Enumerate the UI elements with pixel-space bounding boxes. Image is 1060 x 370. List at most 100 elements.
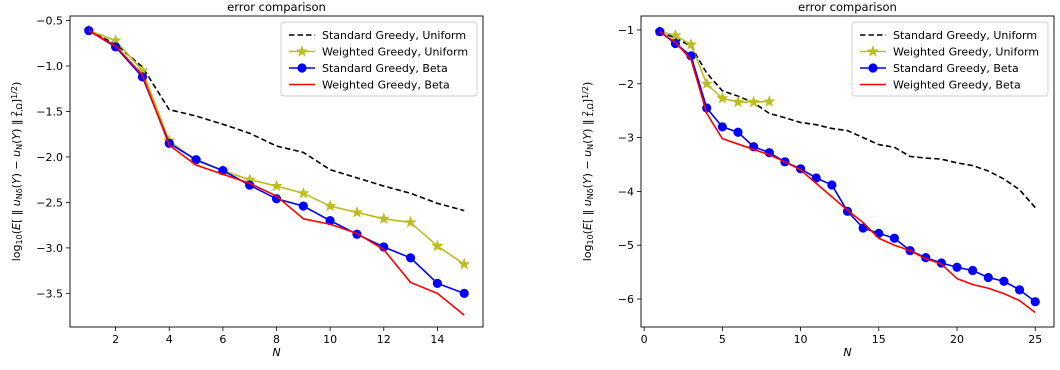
- x-axis-label: N: [272, 346, 280, 359]
- legend-item: Standard Greedy, Beta: [289, 62, 448, 75]
- data-point: [191, 155, 201, 165]
- y-label-part: 1/2: [10, 86, 19, 99]
- y-label-part: (: [10, 230, 23, 234]
- y-label-part: ): [581, 82, 594, 86]
- data-point: [1014, 285, 1025, 295]
- data-point: [731, 95, 745, 108]
- legend-item: Standard Greedy, Uniform: [289, 29, 466, 42]
- y-label-part: 1,Ω: [586, 103, 595, 117]
- y-tick-label: −3.0: [36, 242, 63, 255]
- legend-label: Standard Greedy, Uniform: [893, 29, 1037, 42]
- y-label-part: (: [581, 230, 594, 234]
- y-tick-label: −1.0: [36, 60, 63, 73]
- legend-marker: [866, 45, 880, 57]
- legend-item: Weighted Greedy, Beta: [860, 79, 1021, 92]
- x-tick-label: 2: [112, 333, 119, 346]
- data-point: [458, 257, 471, 270]
- y-label-part: (: [581, 184, 594, 188]
- data-point: [952, 262, 962, 272]
- y-label-part: E: [10, 223, 23, 230]
- y-label-part: 2: [581, 111, 590, 116]
- data-point: [377, 212, 390, 225]
- x-tick-label: 14: [430, 333, 444, 346]
- data-point: [432, 278, 443, 288]
- series-line: [659, 30, 1036, 209]
- x-tick-label: 10: [323, 333, 337, 346]
- y-label-part: u: [581, 199, 594, 206]
- y-tick-label: −0.5: [36, 15, 63, 28]
- y-tick-label: −4: [618, 185, 634, 198]
- y-label-part: u: [10, 199, 23, 206]
- legend-marker: [868, 63, 878, 73]
- legend-marker: [297, 63, 307, 73]
- chart-title: error comparison: [798, 0, 897, 14]
- series-group: [653, 25, 1040, 314]
- legend-box: [280, 21, 478, 97]
- y-axis-label: log10(E[ ‖ uNδ(Y) − uN(Y) ‖ 21,Ω]1/2): [581, 82, 595, 262]
- y-label-part: Y: [581, 176, 594, 184]
- y-label-part: 10: [586, 234, 595, 244]
- axes-frame: [640, 15, 1055, 328]
- y-label-part: ) −: [581, 157, 594, 178]
- legend-box: [851, 21, 1049, 97]
- data-point: [733, 127, 743, 137]
- data-point: [858, 223, 868, 233]
- data-point: [968, 265, 978, 276]
- y-label-part: log: [581, 244, 594, 261]
- data-point: [717, 122, 727, 132]
- x-tick-label: 25: [1028, 333, 1042, 346]
- data-point: [889, 233, 900, 243]
- legend-label: Weighted Greedy, Beta: [322, 79, 450, 92]
- x-tick-label: 6: [219, 333, 226, 346]
- series-4: [88, 29, 465, 316]
- series-group: [82, 24, 471, 316]
- y-label-part: Nδ: [15, 188, 24, 199]
- y-label-part: [ ‖: [581, 206, 594, 223]
- y-label-part: 1/2: [581, 86, 590, 99]
- legend-label: Standard Greedy, Uniform: [322, 29, 466, 42]
- y-label-part: (: [581, 140, 594, 144]
- data-point: [827, 180, 837, 190]
- y-label-part: 1,Ω: [15, 103, 24, 117]
- series-1: [659, 30, 1036, 209]
- data-point: [999, 276, 1009, 286]
- y-label-part: (: [10, 140, 23, 144]
- data-point: [983, 272, 993, 283]
- legend-label: Weighted Greedy, Uniform: [322, 46, 468, 59]
- y-label-part: [ ‖: [10, 206, 23, 223]
- data-point: [700, 77, 713, 90]
- legend-item: Standard Greedy, Uniform: [860, 29, 1037, 42]
- legend: Standard Greedy, Uniform Weighted Greedy,…: [851, 21, 1049, 97]
- chart-panel-1: error comparison 2 4 6 8 10 12 14 −3.5 −3.0 −2.5 −2…: [10, 0, 484, 359]
- y-tick-label: −2: [618, 78, 634, 91]
- y-label-part: ): [10, 82, 23, 86]
- y-label-part: Y: [10, 132, 23, 140]
- series-line: [88, 29, 465, 316]
- chart-title: error comparison: [227, 0, 326, 14]
- x-tick-label: 8: [273, 333, 280, 346]
- y-label-part: ]: [10, 99, 23, 103]
- x-tick-label: 15: [872, 333, 886, 346]
- series-line: [659, 30, 1036, 314]
- y-tick-label: −1.5: [36, 105, 63, 118]
- y-label-part: (: [10, 184, 23, 188]
- y-axis-label: log10(E[ ‖ uNδ(Y) − uN(Y) ‖ 21,Ω]1/2): [10, 82, 24, 262]
- data-point: [763, 95, 776, 107]
- x-tick-label: 12: [377, 333, 391, 346]
- x-tick-label: 20: [950, 333, 964, 346]
- y-tick-label: −6: [618, 293, 634, 306]
- legend-label: Standard Greedy, Beta: [322, 62, 448, 75]
- y-label-part: Y: [581, 132, 594, 140]
- y-label-part: 2: [10, 111, 19, 116]
- data-point: [298, 201, 308, 211]
- y-label-part: ) ‖: [581, 116, 594, 133]
- data-point: [270, 179, 283, 192]
- y-label-part: Y: [10, 176, 23, 184]
- data-point: [404, 215, 417, 228]
- chart-panel-2: error comparison 0 5 10 15 20 25 −6 −5 −4 −3 −2 −1 Nl…: [581, 0, 1055, 359]
- data-point: [669, 28, 682, 41]
- legend-item: Weighted Greedy, Uniform: [860, 45, 1039, 59]
- legend-item: Standard Greedy, Beta: [860, 62, 1019, 75]
